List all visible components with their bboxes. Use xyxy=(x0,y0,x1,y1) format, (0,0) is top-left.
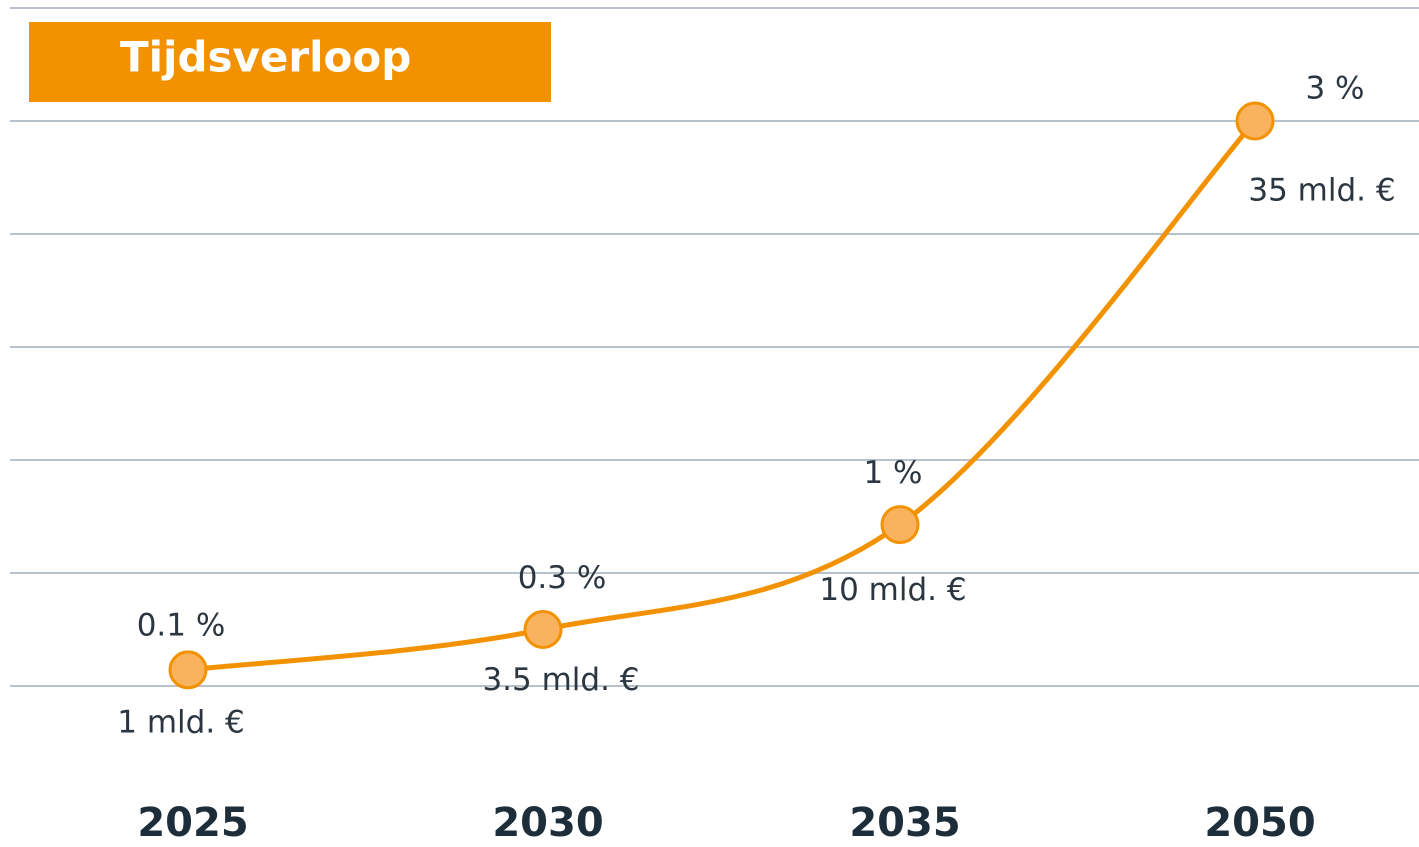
marker xyxy=(168,650,208,690)
marker xyxy=(523,610,563,649)
x-tick-label: 2035 xyxy=(849,800,960,843)
value-label: 10 mld. € xyxy=(819,572,966,608)
value-label: 3.5 mld. € xyxy=(482,662,639,698)
share-label: 3 % xyxy=(1305,71,1364,107)
x-tick-label: 2050 xyxy=(1204,800,1315,843)
line xyxy=(187,119,1257,673)
x-tick-label: 2025 xyxy=(137,800,248,843)
share-label: 0.1 % xyxy=(137,607,226,643)
value-label: 1 mld. € xyxy=(117,704,245,740)
share-label: 1 % xyxy=(863,455,922,491)
chart-title: Tijdsverloop xyxy=(120,33,411,82)
marker xyxy=(1235,101,1275,141)
marker xyxy=(880,505,920,545)
value-label: 35 mld. € xyxy=(1248,173,1395,209)
title-box xyxy=(29,22,551,102)
x-tick-label: 2030 xyxy=(492,800,603,843)
grid xyxy=(10,7,1419,687)
share-label: 0.3 % xyxy=(518,560,607,596)
